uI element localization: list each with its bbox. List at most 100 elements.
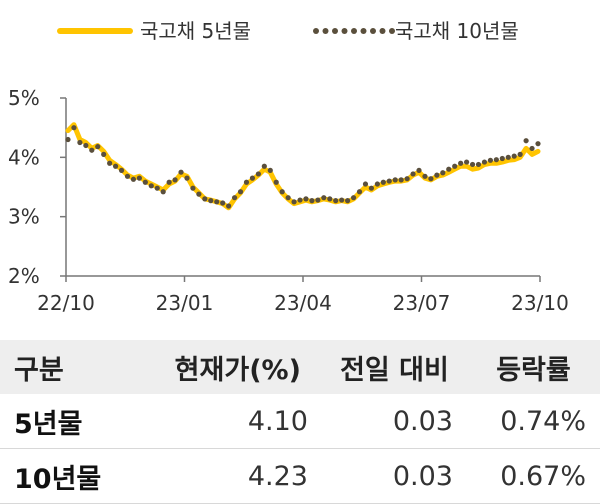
series-point-10y: [190, 185, 196, 191]
series-point-10y: [160, 189, 166, 195]
col-header-change: 전일 대비: [340, 354, 449, 386]
series-point-10y: [172, 177, 178, 183]
series-point-10y: [279, 189, 285, 195]
series-point-10y: [315, 197, 321, 203]
series-point-10y: [416, 167, 422, 173]
series-point-10y: [303, 196, 309, 202]
legend-dot: [389, 28, 395, 34]
series-point-10y: [505, 154, 511, 160]
series-point-10y: [297, 197, 303, 203]
series-point-10y: [368, 185, 375, 191]
series-point-10y: [136, 175, 142, 181]
series-point-10y: [356, 189, 363, 195]
series-point-10y: [404, 176, 410, 182]
series-point-10y: [231, 195, 238, 201]
series-point-10y: [446, 166, 452, 172]
series-point-10y: [422, 173, 428, 179]
x-tick-label: 22/10: [37, 291, 95, 315]
series-point-10y: [65, 136, 71, 143]
x-tick-label: 23/07: [393, 291, 451, 315]
series-point-10y: [291, 199, 297, 205]
cell-price: 4.23: [247, 460, 308, 492]
series-point-10y: [130, 176, 137, 182]
series-point-10y: [166, 179, 172, 185]
legend-dot: [351, 28, 357, 34]
series-point-10y: [220, 200, 226, 206]
series-point-10y: [386, 178, 392, 184]
series-point-10y: [261, 163, 267, 169]
legend-label-5y: 국고채 5년물: [140, 19, 251, 43]
series-point-10y: [511, 153, 517, 159]
series-point-10y: [184, 175, 190, 181]
legend-dot: [379, 28, 386, 34]
series-point-10y: [107, 160, 113, 166]
legend-dot: [332, 28, 338, 34]
table-row: 5년물 4.10 0.03 0.74%: [0, 394, 600, 449]
series-point-10y: [345, 198, 351, 204]
series-point-10y: [469, 161, 476, 168]
table-header-row: 구분 현재가(%) 전일 대비 등락률: [0, 340, 600, 394]
y-tick-label: 2%: [8, 264, 40, 288]
cell-rate: 0.67%: [500, 460, 586, 492]
col-header-price: 현재가(%): [174, 354, 301, 386]
legend-dot: [341, 28, 348, 34]
series-point-10y: [226, 203, 232, 209]
series-point-10y: [440, 170, 446, 176]
series-point-10y: [309, 198, 315, 204]
col-header-rate: 등락률: [496, 354, 571, 386]
series-point-10y: [77, 139, 83, 146]
series-point-10y: [178, 169, 184, 175]
series-point-10y: [142, 179, 148, 185]
series-point-10y: [255, 171, 261, 177]
row-label: 10년물: [14, 463, 102, 495]
cell-rate: 0.74%: [500, 405, 586, 437]
series-point-10y: [285, 195, 291, 201]
series-point-10y: [380, 179, 386, 185]
line-chart: 국고채 5년물 국고채 10년물 5% 4% 3% 2% 22/10 23/01 23/0…: [8, 19, 569, 315]
series-point-10y: [458, 160, 464, 166]
series-point-10y: [95, 144, 101, 150]
series-point-10y: [339, 197, 345, 203]
series-point-10y: [202, 196, 208, 202]
x-tick-label: 23/10: [511, 291, 569, 315]
series-point-10y: [118, 167, 125, 173]
table-row: 10년물 4.23 0.03 0.67%: [0, 449, 600, 504]
series-point-10y: [249, 175, 256, 181]
series-point-10y: [493, 157, 499, 163]
series-point-10y: [475, 161, 482, 168]
series-point-10y: [214, 199, 220, 205]
legend-dot: [313, 28, 319, 34]
series-point-10y: [410, 171, 416, 177]
series-point-10y: [350, 195, 357, 201]
series-point-10y: [398, 177, 404, 183]
series-point-10y: [333, 198, 339, 204]
series-point-10y: [481, 159, 488, 165]
legend-dot: [370, 28, 376, 34]
cell-price: 4.10: [247, 405, 308, 437]
series-point-10y: [267, 167, 273, 173]
series-point-10y: [392, 177, 398, 183]
series-point-10y: [487, 157, 494, 163]
series-point-10y: [112, 163, 119, 169]
series-point-10y: [523, 138, 529, 144]
col-header-category: 구분: [14, 354, 64, 386]
series-point-10y: [124, 173, 131, 179]
y-tick-label: 4%: [8, 145, 40, 169]
series-point-10y: [101, 151, 107, 157]
series-point-10y: [89, 147, 95, 153]
series-point-10y: [517, 151, 523, 157]
series-point-10y: [208, 198, 214, 204]
series-point-10y: [374, 181, 380, 187]
series-point-10y: [321, 195, 327, 201]
legend: 국고채 5년물 국고채 10년물: [57, 19, 519, 43]
legend-swatch-10y: [313, 28, 395, 34]
series-point-10y: [243, 179, 250, 185]
series-point-10y: [499, 155, 505, 162]
series-point-10y: [196, 191, 202, 197]
row-label: 5년물: [14, 408, 83, 440]
series-point-10y: [434, 172, 440, 178]
series-point-10y: [452, 163, 458, 169]
series-point-10y: [529, 145, 535, 152]
series-point-10y: [71, 125, 77, 131]
series-point-10y: [148, 183, 154, 189]
